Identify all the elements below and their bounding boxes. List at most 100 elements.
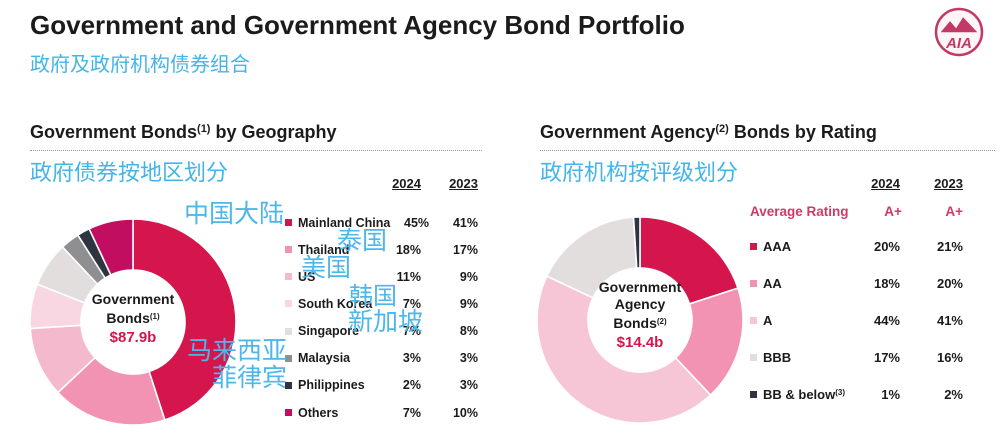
left-donut-chart (29, 218, 237, 426)
right-column-header-2024: 2024 (871, 176, 900, 191)
legend-value-2023: 20% (936, 276, 963, 291)
right-section-title: Government Agency(2) Bonds by Rating (540, 122, 877, 143)
legend-value-2024: 7% (402, 324, 421, 339)
legend-value-2024: 1% (881, 387, 901, 402)
donut-center-line: Bonds(1) (106, 310, 160, 326)
legend-bullet-icon (750, 243, 757, 250)
donut-slice-mainland-china (132, 218, 237, 421)
left-column-header-2024: 2024 (392, 176, 421, 191)
legend-label: Mainland China (298, 215, 391, 230)
legend-bullet-icon (750, 280, 757, 287)
legend-value-2023: 3% (459, 351, 478, 366)
legend-value-2023: 9% (459, 296, 478, 311)
legend-label: BB & below(3) (763, 387, 846, 402)
average-rating-2024: A+ (884, 204, 902, 219)
donut-center-amount: $14.4b (616, 334, 664, 351)
legend-bullet-icon (750, 317, 757, 324)
legend-value-2024: 7% (402, 296, 421, 311)
legend-value-2023: 3% (459, 378, 478, 393)
donut-center-line: Bonds(2) (613, 315, 667, 331)
aia-logo-text: AIA (945, 35, 972, 52)
left-section-title-suffix: by Geography (210, 122, 337, 142)
legend-value-2024: 3% (402, 351, 421, 366)
right-donut-center-label: Government Agency Bonds(2) $14.4b (575, 279, 705, 353)
donut-slice-a (536, 275, 712, 424)
legend-value-2023: 9% (459, 269, 478, 284)
legend-label: Malaysia (298, 351, 351, 366)
legend-value-2023: 16% (936, 350, 963, 365)
right-donut-chart (536, 216, 744, 424)
donut-center-amount: $87.9b (109, 329, 157, 346)
left-legend: Mainland China 45% 41% Thailand 18% 17% US 11% 9… (285, 209, 478, 426)
legend-bullet-icon (750, 391, 757, 398)
legend-label: US (298, 269, 316, 284)
annotation-philippines: 菲律宾 (212, 364, 288, 392)
legend-row-thailand: Thailand 18% 17% (285, 236, 478, 263)
legend-value-2023: 41% (936, 313, 963, 328)
legend-row-aaa: AAA 20% 21% (750, 228, 963, 265)
annotation-mainland-china: 中国大陆 (184, 200, 285, 228)
right-legend: AAA 20% 21% AA 18% 20% A 44% 41% BBB 17% 16% BB & be… (750, 228, 963, 413)
legend-label: BBB (763, 350, 792, 365)
legend-label: South Korea (298, 296, 373, 311)
legend-label: Philippines (298, 378, 365, 393)
legend-row-aa: AA 18% 20% (750, 265, 963, 302)
right-section-title-footnote: (2) (715, 123, 729, 135)
donut-slice-bb-below (632, 216, 641, 269)
page-subtitle-chinese: 政府及政府机构债券组合 (30, 54, 250, 76)
legend-value-2024: 18% (395, 242, 421, 257)
average-rating-row: Average Rating A+ A+ (750, 204, 963, 219)
left-section-title: Government Bonds(1) by Geography (30, 122, 337, 143)
legend-label-footnote: (3) (835, 388, 846, 397)
legend-bullet-icon (285, 219, 292, 227)
legend-value-2024: 45% (404, 215, 430, 230)
legend-row-bbb: BBB 17% 16% (750, 339, 963, 376)
annotation-us: 美国 (301, 254, 352, 282)
legend-bullet-icon (285, 409, 292, 417)
donut-center-line: Government (598, 279, 682, 295)
legend-row-others: Others 7% 10% (285, 399, 478, 426)
legend-label: AA (763, 276, 782, 291)
page-title: Government and Government Agency Bond Po… (30, 10, 685, 40)
legend-row-bb-below: BB & below(3) 1% 2% (750, 376, 963, 413)
aia-logo-mountain-icon (937, 14, 981, 34)
legend-bullet-icon (285, 273, 292, 281)
legend-label: Others (298, 405, 339, 420)
donut-center-line: Government (91, 291, 175, 307)
legend-label: AAA (763, 239, 792, 254)
right-section-subtitle-chinese: 政府机构按评级划分 (540, 160, 739, 185)
legend-bullet-icon (285, 381, 292, 389)
donut-center-footnote: (2) (656, 317, 667, 326)
right-column-header-2023: 2023 (934, 176, 963, 191)
left-section-subtitle-chinese: 政府债券按地区划分 (30, 160, 229, 185)
legend-bullet-icon (750, 354, 757, 361)
legend-bullet-icon (285, 354, 292, 362)
left-column-headers: 2024 2023 (285, 176, 478, 191)
legend-label: A (763, 313, 773, 328)
right-section-title-text: Government Agency (540, 122, 716, 142)
right-section-divider (540, 150, 995, 151)
donut-slice-aaa (639, 216, 739, 305)
legend-value-2024: 2% (402, 378, 421, 393)
right-section-title-suffix: Bonds by Rating (728, 122, 877, 142)
donut-slice-others (88, 218, 134, 277)
legend-value-2024: 17% (873, 350, 900, 365)
legend-bullet-icon (285, 246, 292, 254)
left-section-title-footnote: (1) (197, 123, 211, 135)
legend-row-malaysia: Malaysia 3% 3% (285, 345, 478, 372)
legend-value-2024: 18% (873, 276, 900, 291)
legend-row-philippines: Philippines 2% 3% (285, 372, 478, 399)
legend-label: Singapore (298, 324, 360, 339)
legend-bullet-icon (285, 300, 292, 308)
legend-value-2023: 21% (936, 239, 963, 254)
legend-value-2024: 44% (873, 313, 900, 328)
legend-row-a: A 44% 41% (750, 302, 963, 339)
legend-row-south-korea: South Korea 7% 9% (285, 290, 478, 317)
left-column-header-2023: 2023 (449, 176, 478, 191)
donut-center-footnote: (1) (149, 312, 160, 321)
legend-value-2023: 10% (452, 405, 478, 420)
average-rating-2023: A+ (945, 204, 963, 219)
legend-value-2023: 17% (452, 242, 478, 257)
legend-bullet-icon (285, 327, 292, 335)
left-section-title-text: Government Bonds (30, 122, 198, 142)
